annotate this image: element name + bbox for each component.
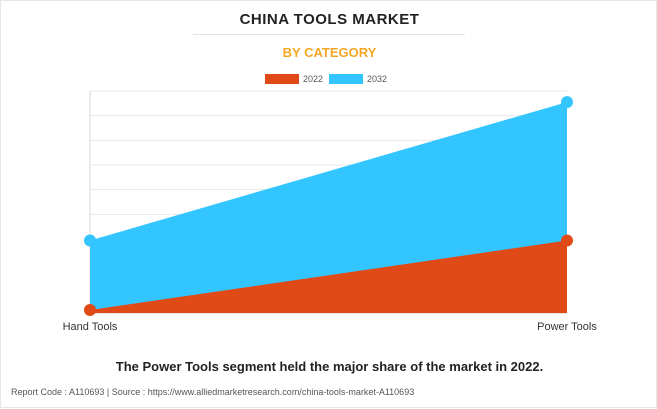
legend-label-2022: 2022: [303, 74, 324, 84]
data-point-2032-1: [561, 96, 573, 109]
x-tick-label: Power Tools: [537, 321, 597, 333]
chart-legend: 2022 2032: [265, 73, 393, 85]
x-tick-label: Hand Tools: [63, 321, 118, 333]
legend-label-2032: 2032: [367, 74, 388, 84]
area-series-2022: [90, 240, 567, 313]
chart-caption: The Power Tools segment held the major s…: [115, 359, 544, 374]
legend-item-2022[interactable]: 2022: [265, 74, 323, 84]
data-point-2022-0: [84, 304, 96, 317]
chart-title: CHINA TOOLS MARKET: [239, 11, 420, 28]
legend-item-2032[interactable]: 2032: [329, 74, 387, 84]
source-footer: Report Code : A110693 | Source : https:/…: [11, 387, 415, 397]
data-point-2032-0: [84, 234, 96, 247]
legend-swatch-2032: [329, 74, 364, 84]
data-point-2022-1: [561, 234, 573, 247]
chart-subtitle: BY CATEGORY: [282, 45, 377, 60]
legend-swatch-2022: [265, 74, 299, 84]
title-divider: [193, 34, 465, 35]
